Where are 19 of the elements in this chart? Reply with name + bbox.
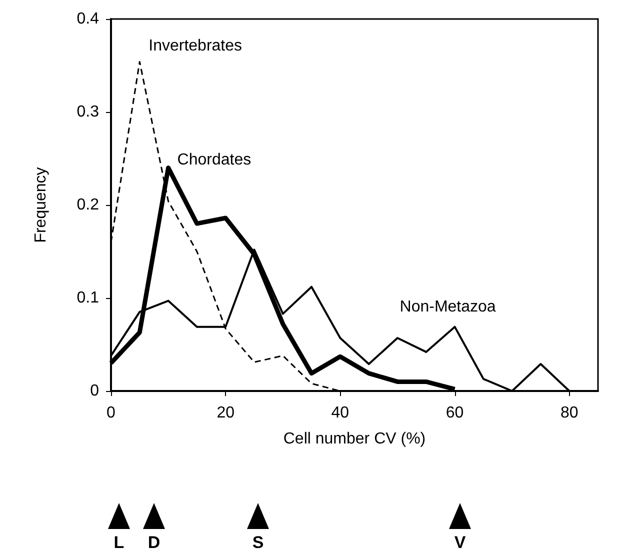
series-label: Chordates (177, 151, 252, 168)
text: V (453, 533, 467, 553)
y-axis-title: Frequency (32, 167, 50, 243)
x-tick-label: 60 (446, 404, 464, 422)
y-tick-label: 0.3 (76, 104, 100, 120)
x-axis-title: Cell number CV (%) (283, 430, 426, 448)
y-tick-label: 0.1 (76, 290, 100, 306)
x-tick-label: 80 (560, 404, 578, 422)
y-tick-label: 0.2 (76, 196, 100, 214)
text: D (146, 533, 162, 553)
x-tick-label: 20 (216, 404, 235, 422)
series-label: Non-Metazoa (400, 298, 496, 316)
text: S (251, 533, 265, 553)
x-tick-label: 40 (331, 404, 350, 422)
x-tick-label: 0 (106, 404, 116, 422)
series-label: Invertebrates (148, 37, 242, 54)
y-tick-label: 0 (90, 382, 100, 400)
y-tick-label: 0.4 (76, 10, 100, 28)
text: L (112, 533, 126, 553)
